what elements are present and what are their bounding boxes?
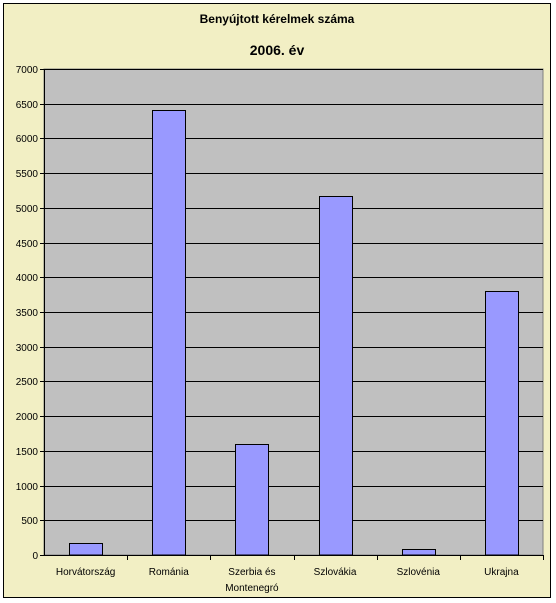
x-tick-label: Szlovákia — [314, 567, 357, 578]
y-tick-label: 3000 — [16, 343, 39, 354]
x-axis: Horvátország Románia Szerbia és Montenegró S… — [44, 555, 544, 594]
bar — [319, 196, 353, 556]
x-tick-label: Románia — [149, 567, 189, 578]
y-tick-label: 2500 — [16, 377, 39, 388]
y-tick-label: 4500 — [16, 239, 39, 250]
y-tick-label: 1500 — [16, 447, 39, 458]
gridlines — [44, 69, 543, 521]
y-tick-label: 6500 — [16, 100, 39, 111]
x-tick-label: Montenegró — [225, 583, 279, 594]
bar — [485, 291, 519, 556]
y-tick-label: 5000 — [16, 204, 39, 215]
y-tick-label: 4000 — [16, 273, 39, 284]
chart-title: Benyújtott kérelmek száma — [199, 12, 355, 26]
y-tick-label: 0 — [32, 551, 38, 562]
bar — [152, 110, 186, 556]
x-tick-label: Ukrajna — [484, 567, 519, 578]
y-tick-label: 6000 — [16, 134, 39, 145]
bar — [235, 444, 269, 556]
bars — [69, 110, 519, 556]
x-tick-label: Szerbia és — [228, 567, 275, 578]
y-tick-label: 1000 — [16, 482, 39, 493]
x-tick-label: Horvátország — [56, 567, 115, 578]
bar — [69, 543, 103, 556]
bar — [402, 549, 436, 556]
y-axis: 0 500 1000 1500 2000 2500 3000 3500 4000 4500 5000… — [16, 65, 45, 562]
chart-subtitle: 2006. év — [249, 42, 305, 58]
y-tick-label: 5500 — [16, 169, 39, 180]
y-tick-label: 7000 — [16, 65, 39, 76]
y-tick-label: 3500 — [16, 308, 39, 319]
x-tick-label: Szlovénia — [397, 567, 441, 578]
y-tick-label: 500 — [21, 516, 38, 527]
y-tick-label: 2000 — [16, 412, 39, 423]
